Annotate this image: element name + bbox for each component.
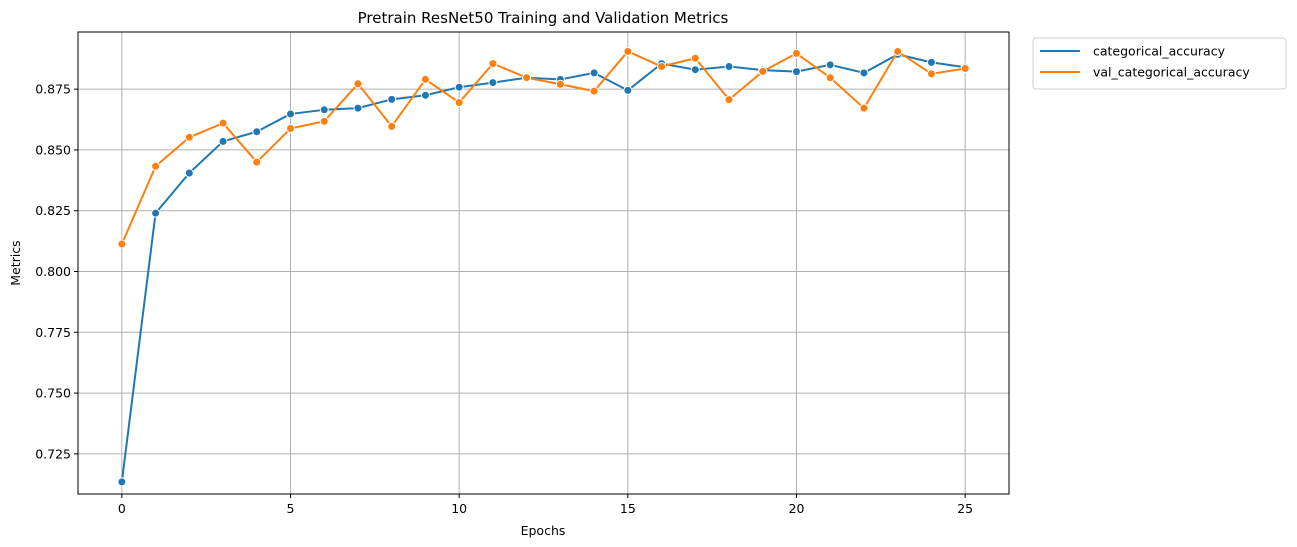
series-val-categorical-accuracy	[117, 46, 970, 249]
data-point	[859, 103, 869, 113]
data-point	[319, 116, 329, 126]
data-point	[420, 90, 430, 100]
data-point	[690, 65, 700, 75]
data-point	[184, 132, 194, 142]
data-point	[893, 46, 903, 56]
data-point	[825, 73, 835, 83]
data-point	[859, 68, 869, 78]
data-point	[657, 62, 667, 72]
data-point	[151, 208, 161, 218]
x-tick-label: 25	[957, 501, 973, 516]
series-line	[120, 53, 966, 482]
data-point	[825, 60, 835, 70]
series-layer	[117, 46, 970, 487]
x-tick-label: 5	[287, 501, 295, 516]
x-tick-label: 20	[789, 501, 805, 516]
data-point	[791, 67, 801, 77]
data-point	[454, 98, 464, 108]
y-tick-label: 0.875	[35, 82, 71, 97]
data-point	[488, 78, 498, 88]
x-axis-ticks: 0 5 10 15 20 25	[118, 494, 973, 516]
data-point	[623, 46, 633, 56]
y-tick-label: 0.850	[35, 142, 71, 157]
plot-area-frame	[77, 31, 1010, 495]
legend: categorical_accuracy val_categorical_acc…	[1032, 37, 1287, 90]
data-point	[387, 121, 397, 131]
x-tick-label: 0	[118, 501, 126, 516]
data-point	[926, 57, 936, 67]
data-point	[960, 63, 970, 73]
y-tick-label: 0.775	[35, 325, 71, 340]
data-point	[420, 74, 430, 84]
data-point	[488, 59, 498, 69]
data-point	[286, 109, 296, 119]
data-point	[252, 127, 262, 137]
data-point	[589, 68, 599, 78]
data-point	[690, 53, 700, 63]
legend-label-val-categorical-accuracy: val_categorical_accuracy	[1093, 65, 1250, 80]
data-point	[117, 477, 127, 487]
data-point	[522, 73, 532, 83]
data-point	[555, 79, 565, 89]
x-tick-label: 15	[620, 501, 636, 516]
x-axis-label: Epochs	[521, 523, 566, 538]
data-point	[926, 69, 936, 79]
y-axis-ticks: 0.725 0.750 0.775 0.800 0.825 0.850 0.875	[35, 82, 78, 461]
data-point	[387, 94, 397, 104]
data-point	[117, 239, 127, 249]
x-tick-label: 10	[451, 501, 467, 516]
y-tick-label: 0.750	[35, 386, 71, 401]
y-tick-label: 0.825	[35, 203, 71, 218]
data-point	[758, 66, 768, 76]
data-point	[724, 62, 734, 72]
data-point	[218, 118, 228, 128]
data-point	[589, 86, 599, 96]
data-point	[353, 79, 363, 89]
y-tick-label: 0.725	[35, 446, 71, 461]
data-point	[623, 85, 633, 95]
data-point	[151, 161, 161, 171]
data-point	[353, 103, 363, 113]
y-axis-label: Metrics	[8, 240, 23, 285]
series-categorical-accuracy	[117, 49, 970, 487]
grid-lines	[78, 32, 1009, 494]
data-point	[286, 124, 296, 134]
data-point	[319, 105, 329, 115]
data-point	[791, 48, 801, 58]
chart-title: Pretrain ResNet50 Training and Validatio…	[358, 9, 729, 27]
y-tick-label: 0.800	[35, 264, 71, 279]
data-point	[252, 157, 262, 167]
series-line	[120, 50, 966, 245]
data-point	[724, 95, 734, 105]
data-point	[454, 82, 464, 92]
legend-frame	[1032, 37, 1287, 90]
legend-label-categorical-accuracy: categorical_accuracy	[1093, 44, 1226, 59]
data-point	[184, 168, 194, 178]
data-point	[218, 136, 228, 146]
